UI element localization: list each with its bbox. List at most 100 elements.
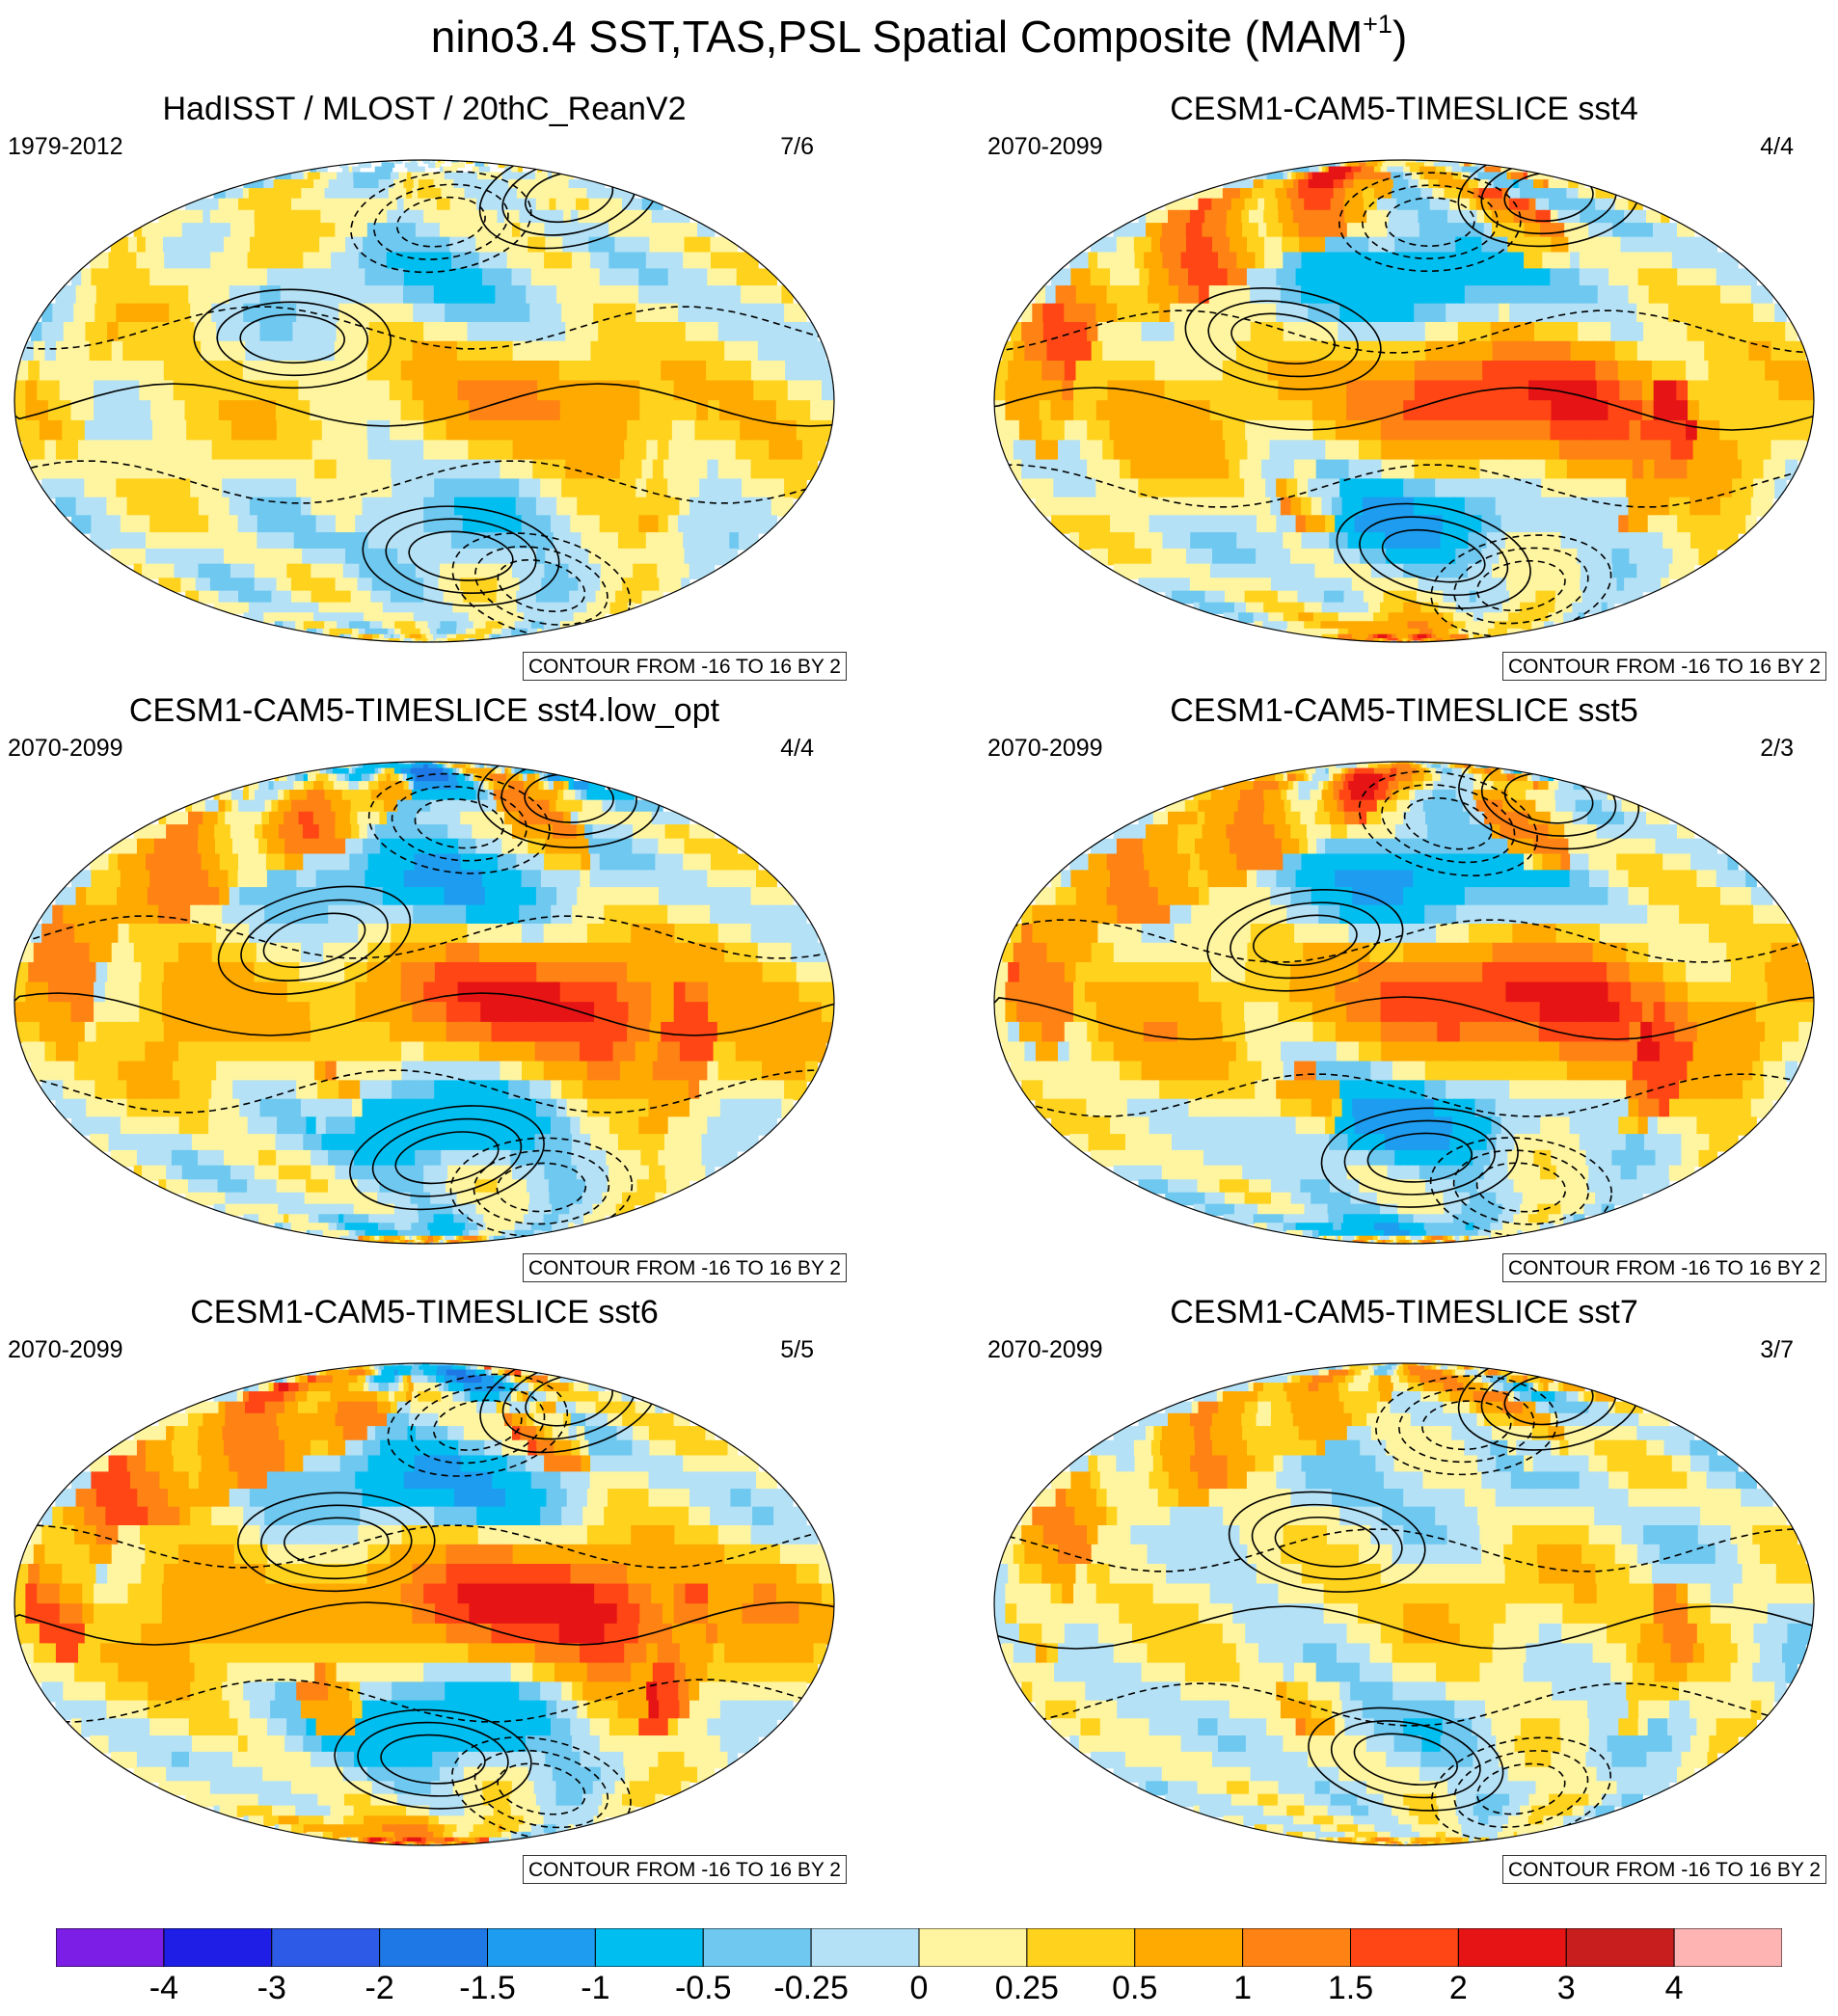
grid-cell bbox=[1146, 578, 1155, 593]
grid-cell bbox=[1624, 209, 1634, 225]
grid-cell bbox=[1410, 198, 1419, 212]
grid-cell bbox=[1501, 602, 1510, 614]
grid-cell bbox=[599, 515, 611, 534]
grid-cell bbox=[1409, 188, 1417, 201]
grid-cell bbox=[311, 340, 325, 363]
grid-cell bbox=[1654, 459, 1667, 480]
grid-cell bbox=[526, 400, 539, 422]
grid-cell bbox=[311, 285, 323, 306]
grid-cell bbox=[1444, 285, 1456, 306]
grid-cell bbox=[1270, 285, 1283, 306]
grid-cell bbox=[1384, 162, 1389, 169]
contour-line bbox=[14, 306, 834, 350]
grid-cell bbox=[413, 612, 420, 623]
grid-cell bbox=[1365, 252, 1377, 270]
grid-cell bbox=[649, 419, 662, 442]
grid-cell bbox=[1013, 440, 1026, 462]
grid-cell bbox=[1619, 380, 1633, 402]
grid-cell bbox=[365, 628, 370, 636]
grid-cell bbox=[516, 532, 527, 551]
grid-cell bbox=[681, 563, 691, 579]
grid-cell bbox=[44, 340, 58, 363]
grid-cell bbox=[1279, 172, 1285, 181]
grid-cell bbox=[442, 252, 453, 270]
grid-cell bbox=[592, 361, 607, 383]
grid-cell bbox=[345, 236, 356, 255]
grid-cell bbox=[1378, 612, 1386, 623]
grid-cell bbox=[315, 172, 322, 181]
grid-cell bbox=[779, 340, 794, 363]
grid-cell bbox=[1612, 223, 1623, 239]
grid-cell bbox=[1429, 166, 1435, 175]
grid-cell bbox=[1096, 285, 1109, 306]
grid-cell bbox=[614, 303, 627, 324]
grid-cell bbox=[407, 633, 412, 640]
grid-cell bbox=[651, 578, 661, 593]
grid-cell bbox=[1182, 209, 1192, 225]
grid-cell bbox=[1704, 440, 1717, 462]
grid-cell bbox=[525, 252, 537, 270]
grid-cell bbox=[1568, 548, 1579, 566]
grid-cell bbox=[1403, 223, 1414, 239]
grid-cell bbox=[1719, 361, 1733, 383]
grid-cell bbox=[491, 633, 496, 640]
grid-cell bbox=[1661, 223, 1671, 239]
grid-cell bbox=[262, 563, 273, 579]
grid-cell bbox=[649, 361, 662, 383]
grid-cell bbox=[1472, 515, 1483, 534]
grid-cell bbox=[276, 209, 285, 225]
grid-cell bbox=[345, 628, 351, 636]
grid-cell bbox=[169, 515, 181, 534]
grid-cell bbox=[718, 548, 730, 566]
grid-cell bbox=[243, 478, 256, 499]
grid-cell bbox=[1798, 419, 1812, 442]
grid-cell bbox=[1285, 209, 1295, 225]
grid-cell bbox=[1616, 209, 1626, 225]
grid-cell bbox=[571, 532, 583, 551]
grid-cell bbox=[414, 160, 418, 164]
grid-cell bbox=[1261, 459, 1274, 480]
grid-cell bbox=[189, 236, 200, 255]
grid-cell bbox=[25, 400, 39, 422]
grid-cell bbox=[429, 188, 437, 201]
grid-cell bbox=[534, 532, 546, 551]
grid-cell bbox=[544, 252, 555, 270]
grid-cell bbox=[1375, 532, 1387, 551]
grid-cell bbox=[190, 563, 200, 579]
grid-cell bbox=[1359, 578, 1368, 593]
grid-cell bbox=[1689, 548, 1701, 566]
grid-cell bbox=[599, 532, 610, 551]
grid-cell bbox=[699, 303, 712, 324]
grid-cell bbox=[332, 621, 338, 631]
grid-cell bbox=[691, 252, 703, 270]
grid-cell bbox=[612, 440, 626, 462]
grid-cell bbox=[271, 590, 280, 605]
grid-cell bbox=[1604, 340, 1617, 363]
grid-cell bbox=[1124, 340, 1138, 363]
grid-cell bbox=[1358, 166, 1363, 175]
grid-cell bbox=[453, 633, 458, 640]
grid-cell bbox=[726, 515, 739, 534]
grid-cell bbox=[286, 380, 301, 402]
grid-cell bbox=[1403, 380, 1417, 402]
grid-cell bbox=[765, 380, 778, 402]
grid-cell bbox=[39, 419, 53, 442]
grid-cell bbox=[198, 515, 210, 534]
grid-cell bbox=[348, 166, 354, 175]
grid-cell bbox=[1406, 166, 1412, 175]
grid-cell bbox=[468, 633, 473, 640]
grid-cell bbox=[1233, 209, 1243, 225]
grid-cell bbox=[1125, 252, 1137, 270]
grid-cell bbox=[1670, 340, 1684, 363]
grid-cell bbox=[91, 268, 103, 287]
grid-cell bbox=[1679, 285, 1691, 306]
grid-cell bbox=[198, 223, 208, 239]
grid-cell bbox=[320, 578, 330, 593]
grid-cell bbox=[1351, 578, 1361, 593]
grid-cell bbox=[430, 209, 440, 225]
grid-cell bbox=[1095, 303, 1108, 324]
grid-cell bbox=[1473, 188, 1481, 201]
grid-cell bbox=[1032, 322, 1045, 343]
grid-cell bbox=[1654, 322, 1667, 343]
grid-cell bbox=[30, 322, 43, 343]
